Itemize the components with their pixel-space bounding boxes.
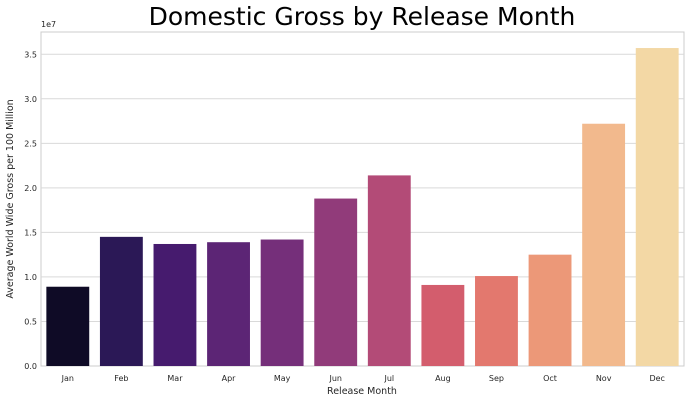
y-tick-label: 0.5 — [24, 317, 37, 326]
plot-area — [40, 31, 685, 367]
bar-mar — [153, 243, 197, 366]
bar-aug — [421, 284, 465, 366]
bar-nov — [582, 123, 626, 366]
bar-jun — [314, 198, 358, 366]
bars — [46, 48, 679, 366]
y-axis-label: Average World Wide Gross per 100 Million — [5, 99, 16, 298]
x-tick-label: Apr — [222, 374, 237, 383]
x-tick-labels: Jan Feb Mar Apr May Jun Jul Aug Sep Oct Nov Dec — [61, 374, 665, 383]
y-tick-label: 1.5 — [24, 228, 37, 237]
y-tick-label: 3.0 — [24, 95, 37, 104]
x-tick-label: Feb — [114, 374, 128, 383]
x-tick-label: Sep — [489, 374, 504, 383]
y-tick-label: 0.0 — [24, 362, 37, 371]
x-tick-label: Jun — [328, 374, 342, 383]
bar-feb — [99, 236, 143, 366]
x-axis-label: Release Month — [327, 386, 397, 397]
grid-lines — [41, 53, 684, 322]
x-tick-label: Nov — [596, 374, 612, 383]
y-tick-labels: 0.0 0.5 1.0 1.5 2.0 2.5 3.0 3.5 — [24, 50, 37, 371]
y-tick-label: 2.0 — [24, 184, 37, 193]
x-tick-label: Jul — [383, 374, 394, 383]
y-tick-label: 2.5 — [24, 139, 37, 148]
bar-jul — [367, 175, 411, 366]
bar-dec — [635, 48, 679, 366]
bar-may — [260, 239, 304, 366]
bar-jan — [46, 286, 90, 366]
x-tick-label: Aug — [435, 374, 451, 383]
bar-apr — [207, 242, 250, 366]
y-tick-label: 3.5 — [24, 50, 37, 59]
x-tick-label: May — [274, 374, 291, 383]
chart-title: Domestic Gross by Release Month — [149, 2, 576, 31]
x-tick-label: Dec — [649, 374, 664, 383]
x-tick-label: Mar — [167, 374, 183, 383]
y-offset-label: 1e7 — [41, 20, 56, 29]
bar-oct — [528, 254, 572, 366]
x-tick-label: Jan — [61, 374, 74, 383]
y-tick-label: 1.0 — [24, 273, 37, 282]
x-tick-label: Oct — [543, 374, 557, 383]
bar-sep — [475, 276, 518, 366]
